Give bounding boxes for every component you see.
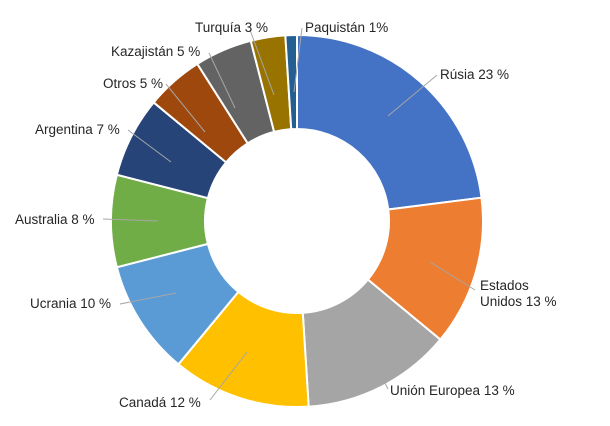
data-label-line: Australia 8 % bbox=[15, 212, 95, 227]
data-label-ucrania: Ucrania 10 % bbox=[30, 296, 111, 311]
data-label-paquistan: Paquistán 1% bbox=[305, 20, 388, 35]
leader-line-ucrania bbox=[119, 292, 177, 305]
leader-line-australia bbox=[102, 218, 159, 222]
data-label-canada: Canadá 12 % bbox=[119, 395, 201, 410]
slices bbox=[110, 33, 484, 408]
data-label-line: Estados bbox=[480, 278, 529, 293]
data-label-line: Otros 5 % bbox=[103, 76, 163, 91]
data-label-estados-unidos: Estados Unidos 13 % bbox=[480, 278, 557, 309]
data-label-line: Unión Europea 13 % bbox=[390, 383, 515, 398]
leader-line-estados-unidos bbox=[429, 261, 476, 291]
leader-line-union-europea bbox=[369, 353, 389, 390]
leader-line-turquia bbox=[249, 29, 275, 96]
slice-paquistan bbox=[284, 33, 298, 131]
data-label-line: Kazajistán 5 % bbox=[111, 44, 200, 59]
data-label-line: Unidos 13 % bbox=[480, 294, 557, 309]
data-label-australia: Australia 8 % bbox=[15, 212, 95, 227]
data-label-line: Ucrania 10 % bbox=[30, 296, 111, 311]
leader-line-otros bbox=[165, 83, 206, 133]
data-labels: Rúsia 23 % Estados Unidos 13 % Unión Europe… bbox=[15, 20, 557, 410]
leader-line-kazajistan bbox=[208, 52, 236, 109]
data-label-line: Canadá 12 % bbox=[119, 395, 201, 410]
data-label-turquia: Turquía 3 % bbox=[195, 20, 268, 35]
data-label-line: Argentina 7 % bbox=[35, 122, 120, 137]
data-label-line: Rúsia 23 % bbox=[440, 67, 509, 82]
leader-line-canada bbox=[209, 351, 248, 401]
leader-line-argentina bbox=[127, 129, 172, 163]
leader-line-rusia bbox=[387, 74, 438, 117]
leader-lines bbox=[102, 27, 476, 401]
leader-line-paquistan bbox=[293, 27, 303, 93]
data-label-union-europea: Unión Europea 13 % bbox=[390, 383, 515, 398]
data-label-argentina: Argentina 7 % bbox=[35, 122, 120, 137]
slice-rusia bbox=[296, 33, 483, 211]
data-label-line: Turquía 3 % bbox=[195, 20, 268, 35]
data-label-line: Paquistán 1% bbox=[305, 20, 388, 35]
data-label-otros: Otros 5 % bbox=[103, 76, 163, 91]
data-label-kazajistan: Kazajistán 5 % bbox=[111, 44, 200, 59]
data-label-rusia: Rúsia 23 % bbox=[440, 67, 509, 82]
